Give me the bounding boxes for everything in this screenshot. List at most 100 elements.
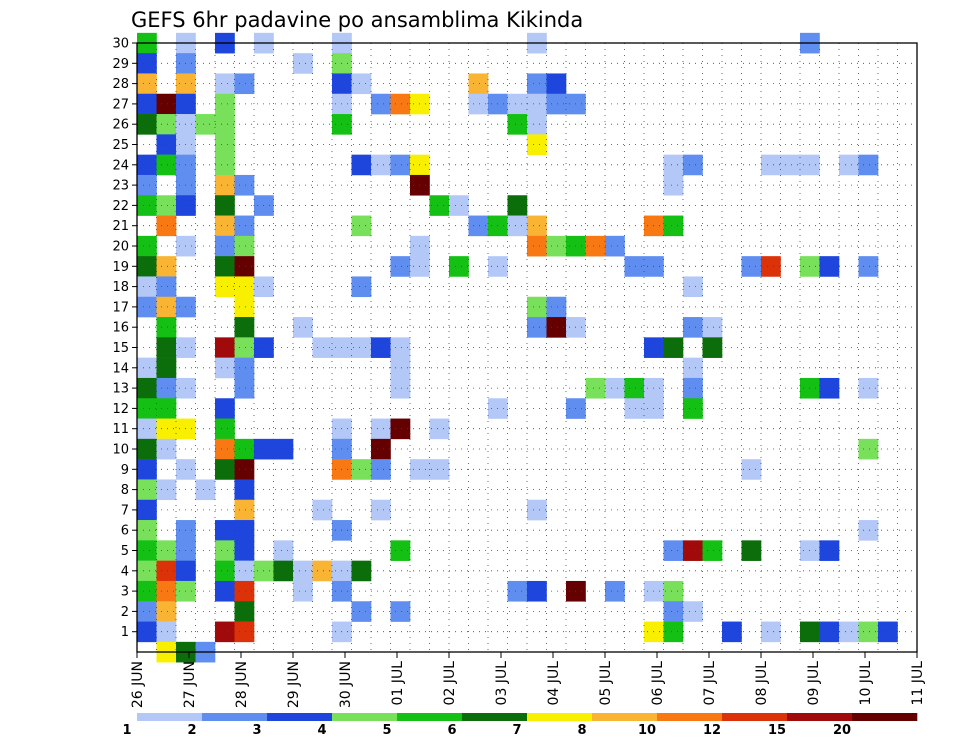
heatmap-cell — [137, 195, 157, 216]
heatmap-cell — [527, 580, 547, 602]
heatmap-cell — [215, 235, 235, 257]
heatmap-cell — [527, 73, 547, 95]
x-tick-label: 03 JUL — [494, 661, 510, 706]
heatmap-cell — [507, 580, 528, 602]
heatmap-cell — [215, 276, 235, 298]
colorbar-label: 4 — [317, 723, 326, 738]
heatmap-cell — [683, 398, 703, 419]
heatmap-cell — [371, 93, 391, 115]
y-tick-label: 17 — [112, 300, 129, 315]
heatmap-cell — [312, 560, 333, 582]
heatmap-cell — [234, 560, 255, 582]
grid-lines — [137, 42, 917, 652]
heatmap-cell — [156, 601, 177, 622]
heatmap-cell — [156, 479, 177, 501]
x-tick-label: 26 JUN — [130, 661, 146, 708]
heatmap-cell — [156, 337, 177, 358]
heatmap-cell — [390, 540, 411, 561]
y-tick-label: 22 — [112, 199, 129, 214]
heatmap-cell — [156, 195, 177, 216]
heatmap-cell — [137, 580, 157, 602]
heatmap-cell — [156, 256, 177, 277]
heatmap-cell — [546, 317, 567, 338]
heatmap-cell — [234, 601, 255, 622]
heatmap-cell — [195, 114, 216, 135]
heatmap-cell — [293, 53, 313, 74]
heatmap-cell — [624, 398, 645, 419]
heatmap-cell — [585, 377, 606, 399]
y-tick-label: 1 — [121, 625, 129, 640]
heatmap-cell — [858, 621, 879, 643]
heatmap-cell — [137, 276, 157, 298]
y-tick-label: 6 — [121, 524, 129, 539]
heatmap-cell — [819, 377, 840, 399]
colorbar-label: 8 — [577, 723, 586, 738]
heatmap-cell — [137, 256, 157, 277]
colorbar-swatch — [267, 713, 333, 721]
heatmap-cell — [293, 560, 313, 582]
heatmap-cell — [234, 621, 255, 643]
heatmap-cell — [390, 256, 411, 277]
heatmap-cell — [390, 601, 411, 622]
heatmap-cell — [663, 174, 684, 196]
heatmap-cell — [663, 621, 684, 643]
heatmap-cell — [215, 134, 235, 155]
heatmap-cell — [527, 235, 547, 257]
heatmap-cell — [215, 418, 235, 440]
heatmap-cell — [429, 459, 450, 480]
x-tick-label: 11 JUL — [910, 661, 926, 706]
y-tick-label: 30 — [112, 37, 129, 52]
y-tick-label: 8 — [121, 483, 129, 498]
heatmap-cell — [819, 256, 840, 277]
x-tick-label: 07 JUL — [702, 661, 718, 706]
heatmap-cell — [215, 154, 235, 176]
y-tick-label: 20 — [112, 240, 129, 255]
y-tick-label: 9 — [121, 463, 129, 478]
heatmap-cell — [156, 317, 177, 338]
heatmap-cell — [839, 154, 859, 176]
heatmap-cell — [351, 215, 372, 237]
heatmap-cell — [234, 235, 255, 257]
heatmap-cell — [293, 580, 313, 602]
heatmap-cell — [858, 520, 879, 541]
y-tick-label: 26 — [112, 118, 129, 133]
colorbar-label: 2 — [187, 723, 196, 738]
colorbar-swatch — [852, 713, 918, 721]
heatmap-cell — [215, 398, 235, 419]
colorbar-swatch — [722, 713, 788, 721]
heatmap-cell — [234, 520, 255, 541]
heatmap-cell — [215, 114, 235, 135]
colorbar: 1 2 3 4 5 6 7 8 10 12 15 20 — [122, 713, 918, 738]
heatmap-cell — [137, 520, 157, 541]
heatmap-cell — [137, 357, 157, 379]
heatmap-cell — [137, 479, 157, 501]
heatmap-cell — [527, 134, 547, 155]
x-tick-label: 30 JUN — [338, 661, 354, 708]
heatmap-cell — [546, 235, 567, 257]
heatmap-cell — [234, 174, 255, 196]
colorbar-label: 3 — [252, 723, 261, 738]
heatmap-cell — [527, 317, 547, 338]
heatmap-cell — [527, 215, 547, 237]
heatmap-cell — [429, 195, 450, 216]
heatmap-cell — [702, 337, 723, 358]
colorbar-swatch — [332, 713, 398, 721]
heatmap-cell — [468, 215, 489, 237]
y-tick-label: 28 — [112, 77, 129, 92]
heatmap-cell — [761, 154, 781, 176]
heatmap-cell — [137, 377, 157, 399]
x-axis: 26 JUN 27 JUN 28 JUN 29 JUN 30 JUN 01 JUL 02 J… — [130, 652, 926, 708]
heatmap-cell — [215, 459, 235, 480]
heatmap-cell — [215, 215, 235, 237]
heatmap-cell — [819, 621, 840, 643]
heatmap-cell — [234, 276, 255, 298]
colorbar-swatch — [462, 713, 528, 721]
heatmap-cell — [371, 154, 391, 176]
colorbar-swatch — [592, 713, 658, 721]
heatmap-cell — [156, 357, 177, 379]
heatmap-cell — [624, 256, 645, 277]
heatmap-cell — [234, 337, 255, 358]
heatmap-cell — [156, 215, 177, 237]
heatmap-cell — [234, 215, 255, 237]
heatmap-cell — [390, 377, 411, 399]
